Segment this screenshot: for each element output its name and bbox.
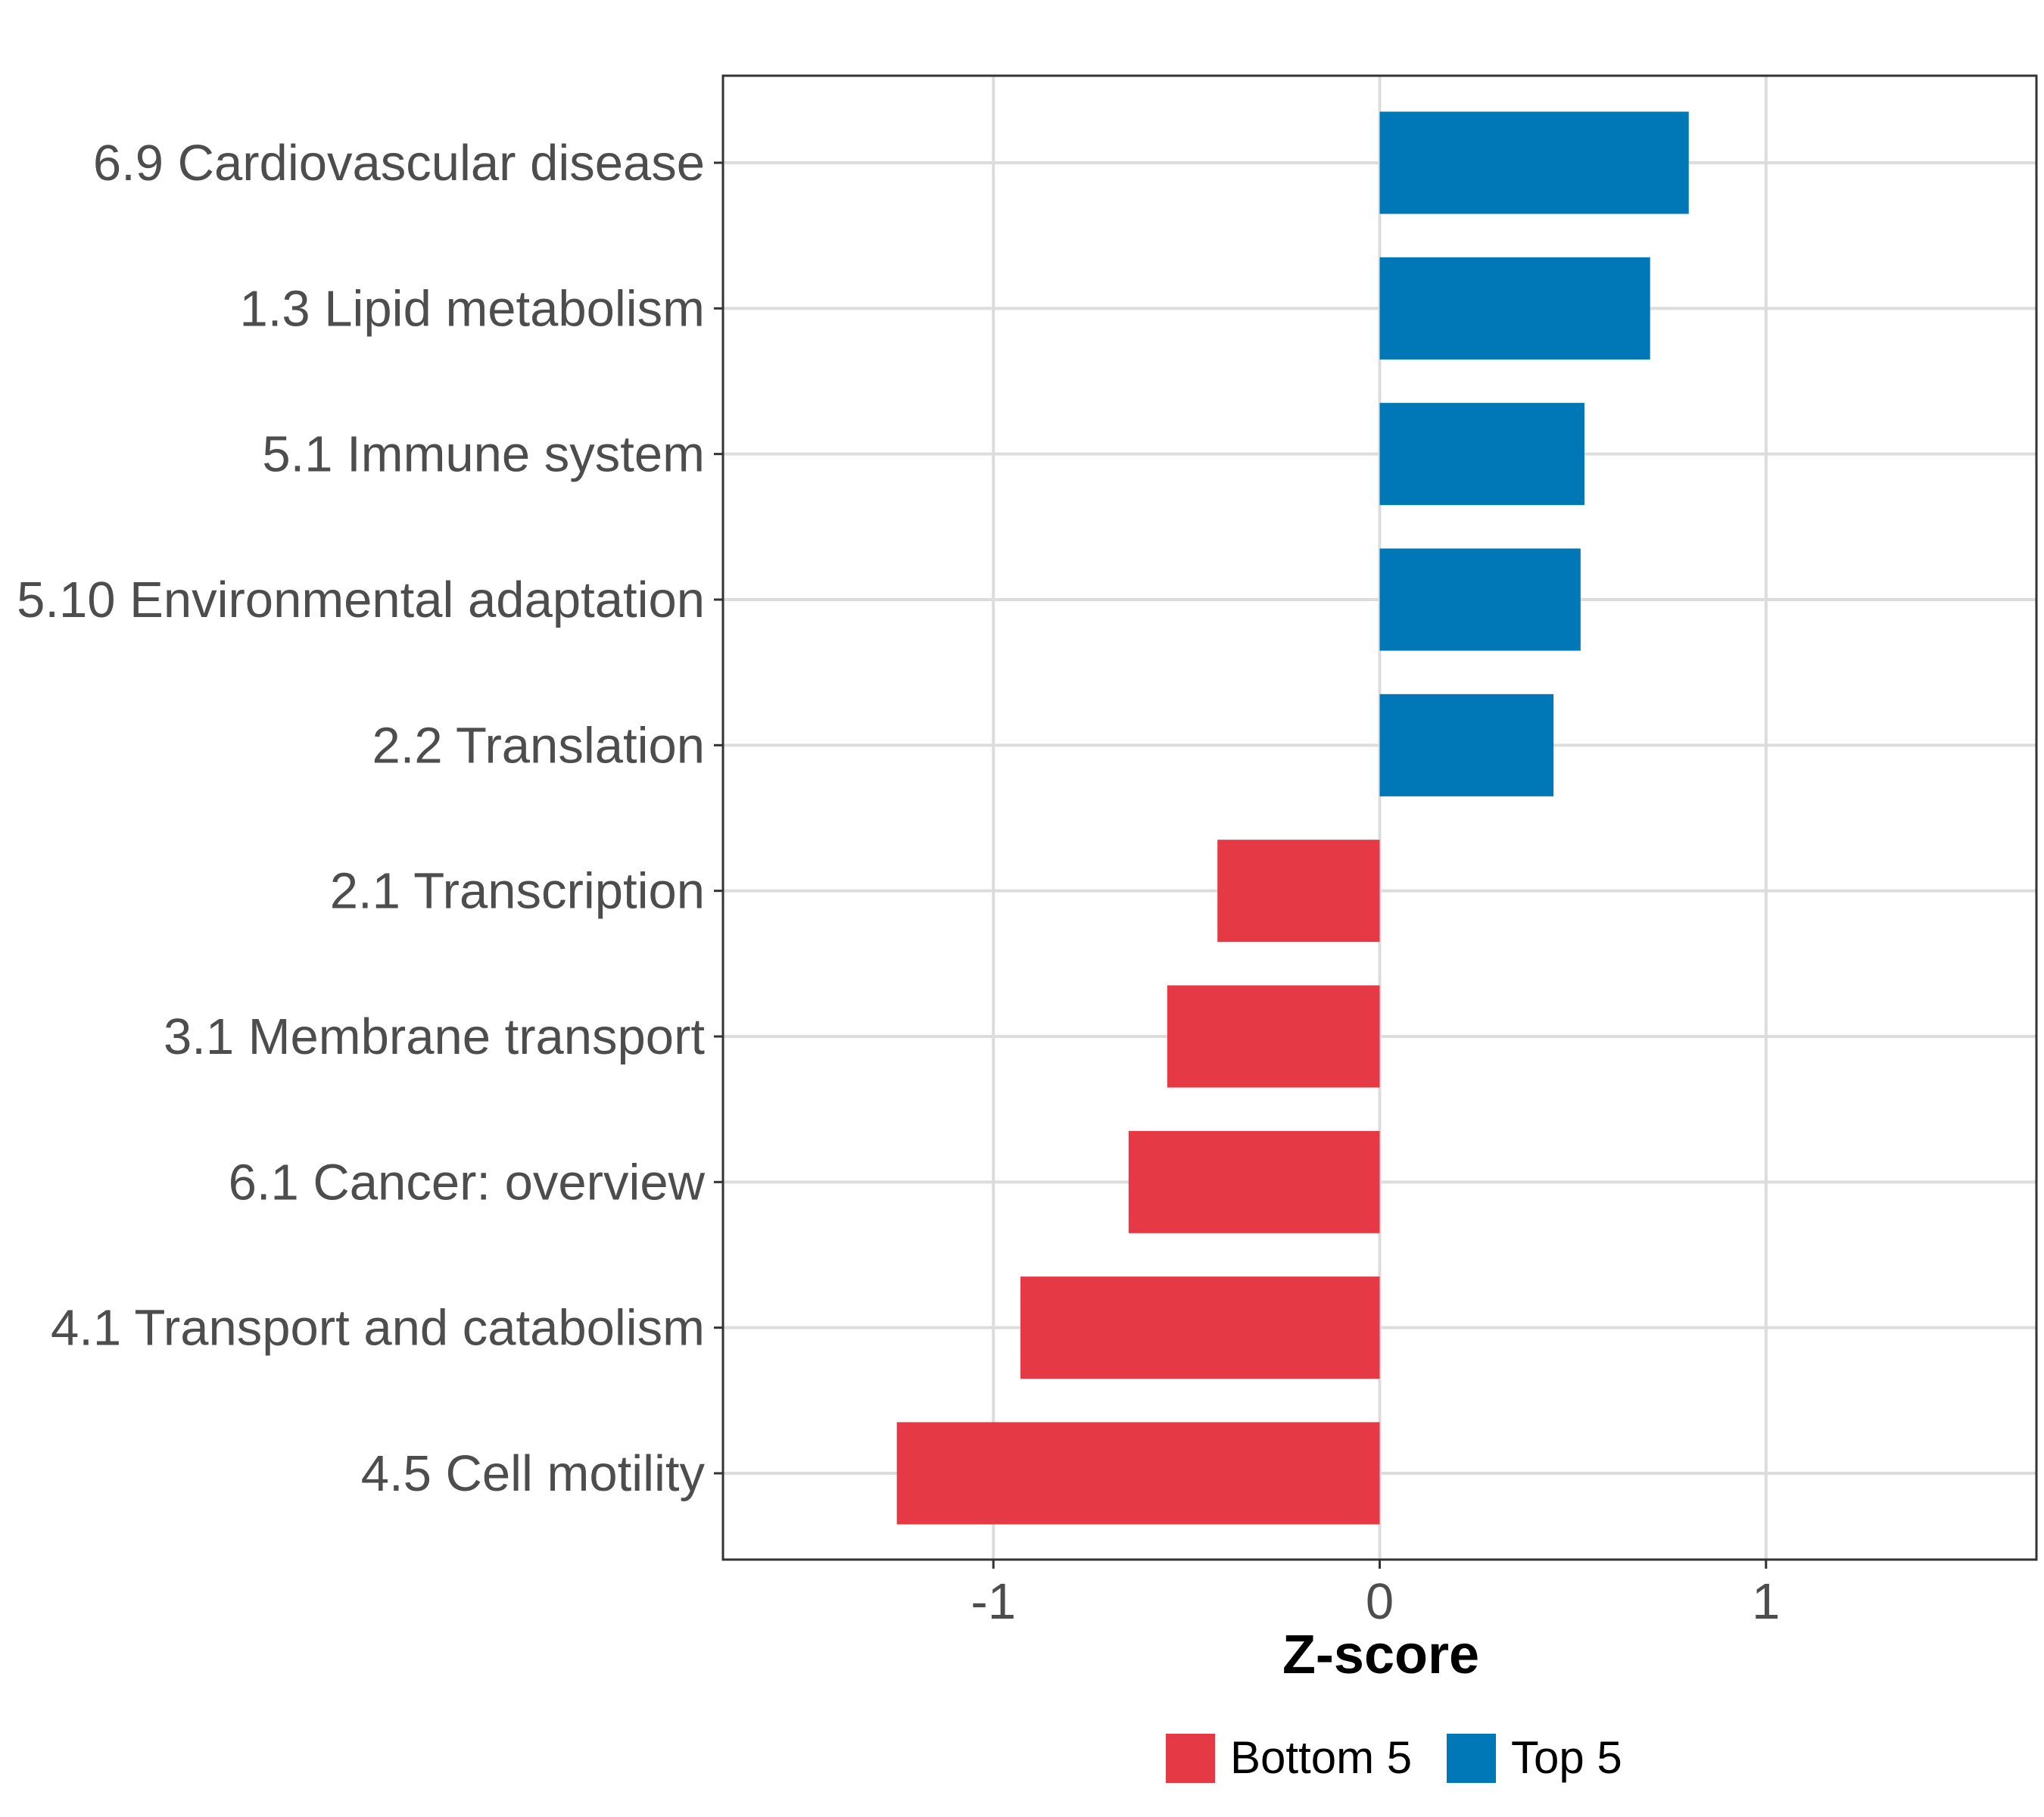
bar-bottom5 [1128, 1130, 1380, 1233]
bar-bottom5 [1217, 840, 1380, 943]
legend-swatch [1447, 1734, 1496, 1783]
y-tick-label: 6.1 Cancer: overview [229, 1154, 706, 1211]
legend-swatch [1166, 1734, 1215, 1783]
bar-top5 [1379, 111, 1689, 214]
bar-top5 [1379, 548, 1581, 651]
y-tick-label: 5.10 Environmental adaptation [17, 572, 705, 628]
y-axis: 6.9 Cardiovascular disease 1.3 Lipid meta… [17, 135, 723, 1502]
bars [896, 111, 1689, 1525]
bar-top5 [1379, 257, 1650, 360]
bar-bottom5 [896, 1422, 1380, 1525]
y-tick-label: 6.9 Cardiovascular disease [93, 135, 705, 192]
x-tick-label: 0 [1366, 1573, 1394, 1630]
y-tick-label: 2.2 Translation [372, 717, 706, 774]
y-tick-label: 3.1 Membrane transport [164, 1008, 705, 1065]
bar-bottom5 [1020, 1276, 1380, 1379]
y-tick-label: 2.1 Transcription [330, 863, 705, 920]
y-tick-label: 4.5 Cell motility [361, 1445, 706, 1502]
y-tick-label: 5.1 Immune system [262, 426, 705, 483]
x-axis-title: Z-score [1282, 1625, 1479, 1685]
legend-label: Bottom 5 [1230, 1732, 1412, 1783]
x-tick-label: -1 [971, 1573, 1016, 1630]
y-tick-label: 4.1 Transport and catabolism [51, 1300, 705, 1357]
legend-label: Top 5 [1511, 1732, 1622, 1783]
bar-top5 [1379, 403, 1584, 506]
legend: Bottom 5 Top 5 [1166, 1732, 1622, 1783]
y-tick-label: 1.3 Lipid metabolism [240, 280, 705, 337]
x-axis: -1 0 1 [971, 1560, 1780, 1630]
bar-top5 [1379, 693, 1554, 796]
x-tick-label: 1 [1752, 1573, 1780, 1630]
bar-bottom5 [1167, 985, 1380, 1088]
